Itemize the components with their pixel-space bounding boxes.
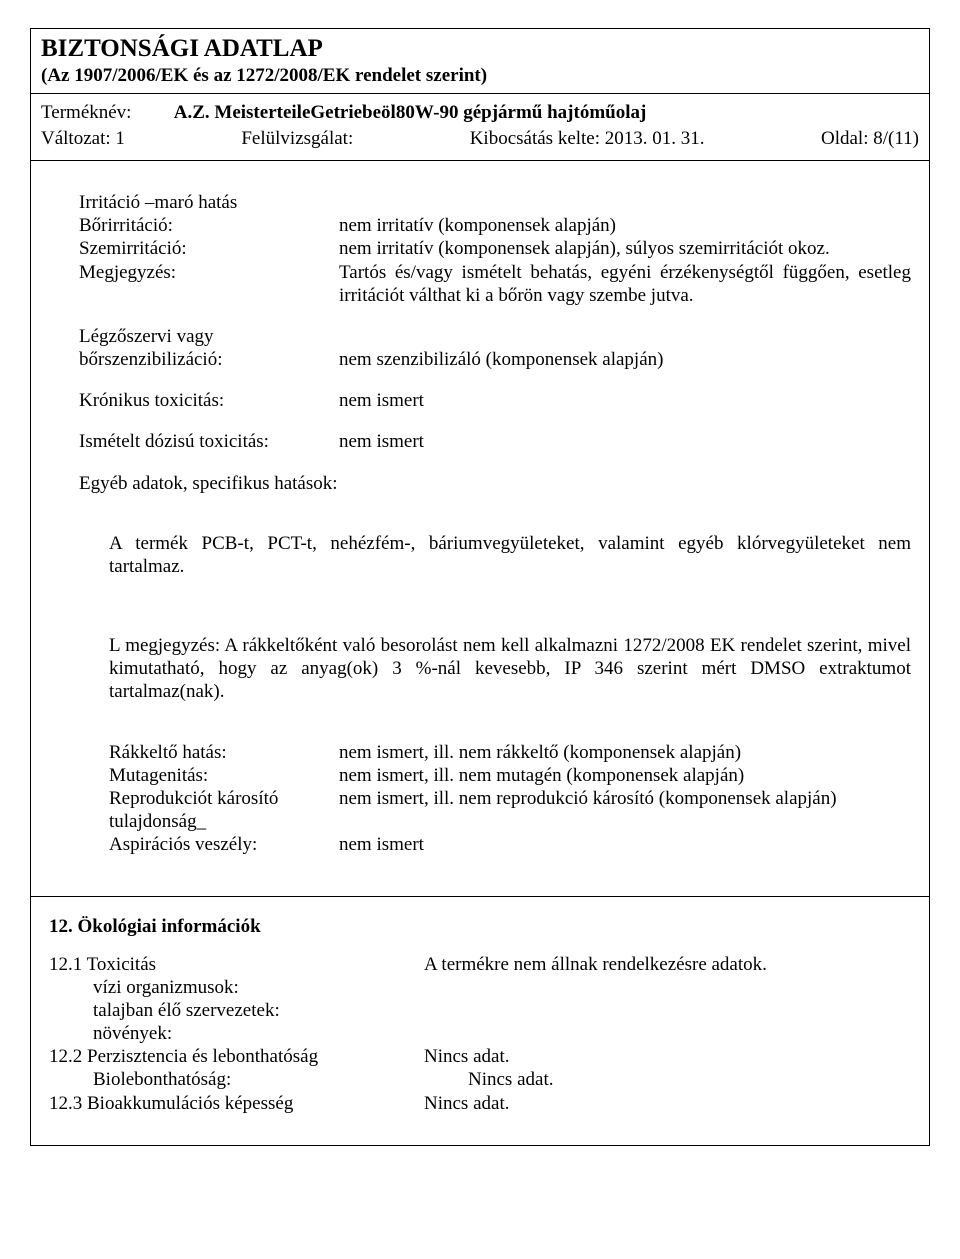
revision-text: Felülvizsgálat: (241, 128, 353, 150)
row-repro: Reprodukciót károsító tulajdonság_ nem i… (109, 787, 911, 833)
row-mutagen: Mutagenitás: nem ismert, ill. nem mutagé… (109, 764, 911, 787)
document-title: BIZTONSÁGI ADATLAP (41, 35, 919, 63)
section-12-rows: 12.1 ToxicitásA termékre nem állnak rend… (49, 953, 911, 1115)
section-12-row: 12.3 Bioakkumulációs képességNincs adat. (49, 1092, 911, 1115)
value: nem irritatív (komponensek alapján) (339, 214, 911, 237)
row-value (468, 1022, 911, 1045)
label: Reprodukciót károsító tulajdonság_ (109, 787, 339, 833)
header-cell: BIZTONSÁGI ADATLAP (Az 1907/2006/EK és a… (31, 29, 929, 94)
respiratory-row: bőrszenzibilizáció: nem szenzibilizáló (… (79, 348, 911, 371)
row-value: Nincs adat. (424, 1045, 911, 1068)
row-label: 12.1 Toxicitás (49, 953, 424, 976)
row-eye-irritation: Szemirritáció: nem irritatív (komponense… (49, 237, 911, 260)
document-frame: BIZTONSÁGI ADATLAP (Az 1907/2006/EK és a… (30, 28, 930, 1146)
product-name-value: A.Z. MeisterteileGetriebeöl80W-90 gépjár… (174, 102, 647, 123)
paragraph-l-note: L megjegyzés: A rákkeltőként való besoro… (109, 634, 911, 704)
row-label: Biolebonthatóság: (49, 1068, 468, 1091)
value: nem ismert (339, 833, 911, 856)
product-name-label: Terméknév: (41, 102, 169, 124)
row-note: Megjegyzés: Tartós és/vagy ismételt beha… (49, 261, 911, 307)
label: Mutagenitás: (109, 764, 339, 787)
label: Aspirációs veszély: (109, 833, 339, 856)
section-12-heading: 12. Ökológiai információk (49, 915, 911, 938)
page-number: Oldal: 8/(11) (821, 128, 919, 150)
section-12-row: növények: (49, 1022, 911, 1045)
row-label: növények: (49, 1022, 468, 1045)
value: Tartós és/vagy ismételt behatás, egyéni … (339, 261, 911, 307)
page: BIZTONSÁGI ADATLAP (Az 1907/2006/EK és a… (0, 0, 960, 1259)
label: Bőrirritáció: (49, 214, 339, 237)
row-chronic: Krónikus toxicitás: nem ismert (79, 389, 911, 412)
row-value: Nincs adat. (468, 1068, 911, 1091)
issued-text: Kibocsátás kelte: 2013. 01. 31. (470, 128, 705, 150)
section-12-cell: 12. Ökológiai információk 12.1 Toxicitás… (31, 897, 929, 1145)
body-cell: Irritáció –maró hatás Bőrirritáció: nem … (31, 161, 929, 897)
repro-line2: tulajdonság_ (109, 810, 339, 833)
value: nem irritatív (komponensek alapján), súl… (339, 237, 911, 260)
repro-line1: Reprodukciót károsító (109, 787, 339, 810)
row-label: talajban élő szervezetek: (49, 999, 468, 1022)
section-12-row: 12.1 ToxicitásA termékre nem állnak rend… (49, 953, 911, 976)
label: bőrszenzibilizáció: (79, 348, 339, 371)
other-heading: Egyéb adatok, specifikus hatások: (79, 472, 911, 495)
row-value (468, 999, 911, 1022)
label: Rákkeltő hatás: (109, 741, 339, 764)
section-12-row: talajban élő szervezetek: (49, 999, 911, 1022)
row-aspiration: Aspirációs veszély: nem ismert (109, 833, 911, 856)
document-subtitle: (Az 1907/2006/EK és az 1272/2008/EK rend… (41, 65, 919, 87)
row-label: 12.3 Bioakkumulációs képesség (49, 1092, 424, 1115)
row-value (468, 976, 911, 999)
value: nem ismert, ill. nem mutagén (komponense… (339, 764, 911, 787)
label: Ismételt dózisú toxicitás: (79, 430, 339, 453)
hazard-table: Rákkeltő hatás: nem ismert, ill. nem rák… (109, 741, 911, 857)
section-12-row: 12.2 Perzisztencia és lebonthatóságNincs… (49, 1045, 911, 1068)
value: nem szenzibilizáló (komponensek alapján) (339, 348, 911, 371)
label: Krónikus toxicitás: (79, 389, 339, 412)
respiratory-block: Légzőszervi vagy bőrszenzibilizáció: nem… (79, 325, 911, 371)
irritation-heading: Irritáció –maró hatás (79, 191, 911, 214)
row-label: 12.2 Perzisztencia és lebonthatóság (49, 1045, 424, 1068)
row-skin-irritation: Bőrirritáció: nem irritatív (komponensek… (49, 214, 911, 237)
value: nem ismert (339, 430, 911, 453)
section-12-row: vízi organizmusok: (49, 976, 911, 999)
section-12-row: Biolebonthatóság:Nincs adat. (49, 1068, 911, 1091)
product-info-cell: Terméknév: A.Z. MeisterteileGetriebeöl80… (31, 94, 929, 161)
paragraph-pcb: A termék PCB-t, PCT-t, nehézfém-, bárium… (109, 532, 911, 578)
row-repeated: Ismételt dózisú toxicitás: nem ismert (79, 430, 911, 453)
label: Szemirritáció: (49, 237, 339, 260)
row-label: vízi organizmusok: (49, 976, 468, 999)
row-carcinogen: Rákkeltő hatás: nem ismert, ill. nem rák… (109, 741, 911, 764)
product-name-row: Terméknév: A.Z. MeisterteileGetriebeöl80… (41, 102, 919, 124)
row-value: Nincs adat. (424, 1092, 911, 1115)
value: nem ismert, ill. nem reprodukció károsít… (339, 787, 911, 810)
respiratory-line1: Légzőszervi vagy (79, 325, 911, 348)
meta-row: Változat: 1 Felülvizsgálat: Kibocsátás k… (41, 128, 919, 150)
version-text: Változat: 1 (41, 128, 125, 150)
value: nem ismert (339, 389, 911, 412)
label: Megjegyzés: (49, 261, 339, 284)
value: nem ismert, ill. nem rákkeltő (komponens… (339, 741, 911, 764)
row-value: A termékre nem állnak rendelkezésre adat… (424, 953, 911, 976)
